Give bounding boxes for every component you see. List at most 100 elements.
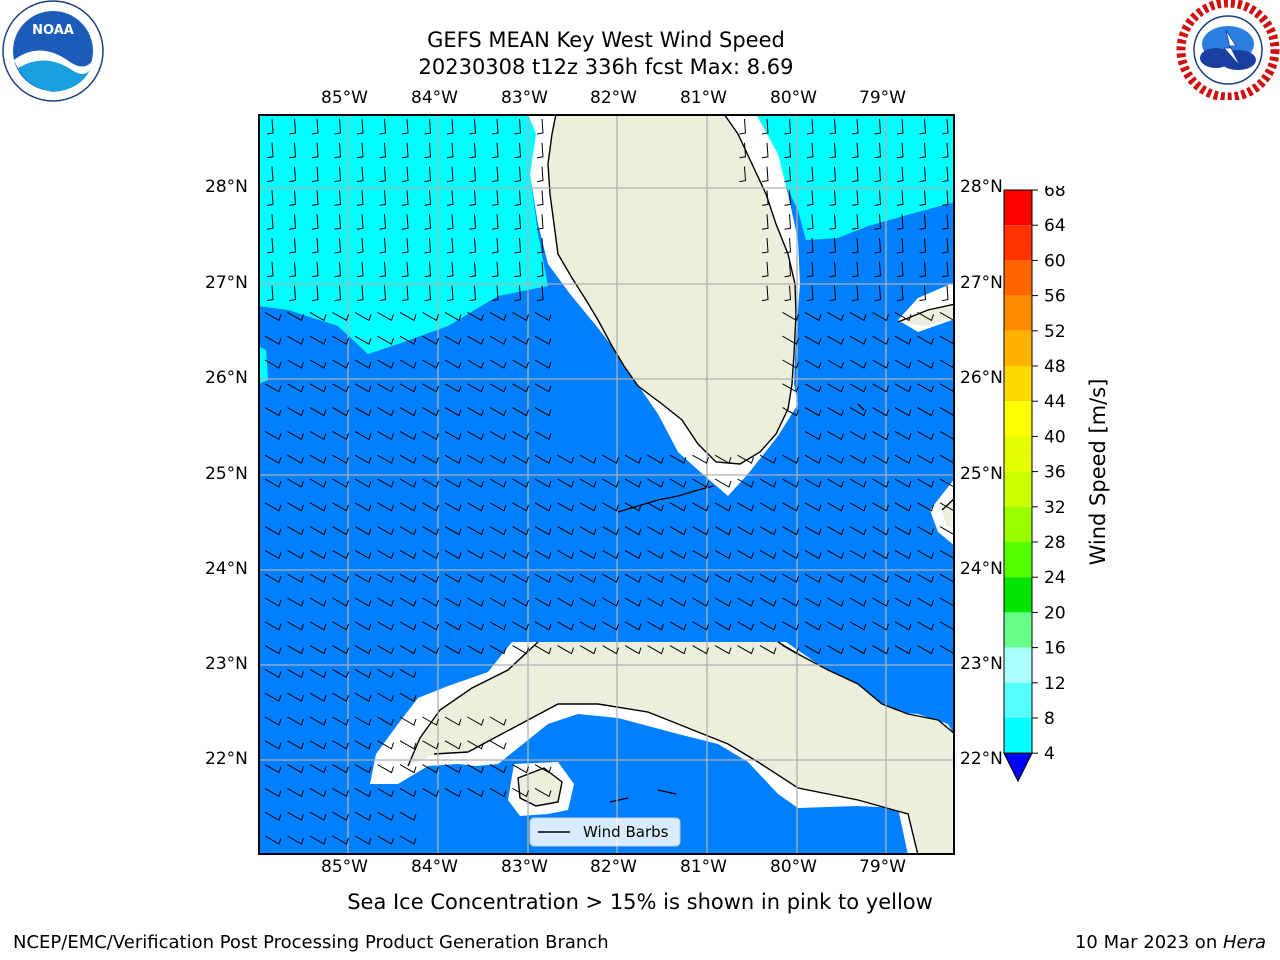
wind-barb — [647, 478, 664, 488]
wind-barb — [602, 526, 619, 536]
wind-barb — [579, 454, 597, 464]
colorbar: 68 64 60 56 52 48 44 40 36 32 28 24 20 16 12 8 4 — [1003, 186, 1066, 783]
colorbar-tick-label: 40 — [1044, 427, 1066, 447]
wind-barb — [602, 478, 619, 488]
wind-barb — [941, 261, 949, 278]
wind-barb — [334, 237, 342, 254]
wind-barb — [489, 787, 507, 798]
wind-barb — [512, 526, 529, 536]
wind-barb — [444, 454, 462, 464]
wind-barb — [354, 573, 372, 583]
wind-barb — [851, 237, 859, 254]
wind-barb — [514, 214, 522, 230]
wind-barb — [512, 621, 529, 631]
wind-barb — [311, 166, 319, 183]
wind-barb — [491, 214, 499, 230]
wind-barb — [647, 502, 664, 512]
wind-barb — [354, 716, 372, 726]
wind-barb — [446, 118, 454, 135]
wind-barb — [422, 645, 439, 655]
wind-barb — [489, 549, 507, 560]
wind-barb — [896, 142, 904, 159]
wind-barb — [874, 190, 882, 206]
wind-barb — [534, 645, 552, 655]
wind-barb — [849, 645, 867, 655]
wind-barb — [289, 285, 297, 302]
wind-barb — [514, 237, 522, 254]
wind-barb — [669, 645, 687, 655]
wind-barb — [399, 740, 417, 750]
chart-title-line-1: GEFS MEAN Key West Wind Speed — [427, 28, 785, 52]
wind-barb — [399, 335, 417, 345]
wind-barb — [287, 430, 304, 441]
wind-barb — [377, 549, 394, 560]
wind-barb — [309, 407, 327, 417]
wind-barb — [287, 573, 304, 583]
wind-barb — [399, 692, 417, 702]
land-isla-juventud — [518, 768, 562, 806]
wind-barb — [354, 692, 372, 702]
wind-barb — [827, 597, 844, 607]
wind-barb — [806, 142, 814, 159]
wind-barb — [917, 549, 934, 560]
wind-barb — [512, 787, 529, 798]
wind-barb — [422, 311, 439, 322]
wind-barb — [401, 118, 409, 135]
wind-barb — [827, 645, 844, 655]
lat-label-right: 28°N — [960, 177, 1003, 197]
wind-barb — [424, 166, 432, 183]
wind-barb — [806, 285, 814, 302]
wind-barb — [334, 166, 342, 183]
wind-barb — [489, 716, 507, 726]
wind-barb — [287, 692, 304, 702]
wind-barb — [289, 166, 297, 183]
lat-label-left: 26°N — [205, 368, 248, 388]
wind-barb — [514, 166, 522, 183]
wind-barb — [287, 621, 304, 631]
wind-barb — [264, 526, 282, 536]
wind-barb — [401, 237, 409, 254]
wind-barb — [536, 285, 544, 302]
wind-barb — [512, 502, 529, 512]
wind-barb — [467, 764, 484, 774]
wind-barb — [399, 787, 417, 798]
wind-barb — [759, 645, 777, 655]
wind-barb — [264, 621, 282, 631]
wind-barb — [309, 311, 327, 322]
wind-barb — [829, 190, 837, 206]
wind-barb — [557, 502, 574, 512]
wind-barb — [401, 261, 409, 278]
wind-barb — [264, 430, 282, 441]
wind-barb — [512, 407, 529, 417]
wind-barb — [872, 573, 889, 583]
wind-barb — [489, 597, 507, 607]
wind-barb — [332, 716, 349, 726]
wind-barb — [759, 454, 777, 464]
wind-barb — [264, 787, 282, 798]
wind-barb — [444, 764, 462, 774]
wind-barb — [377, 692, 394, 702]
wind-barb — [287, 359, 304, 369]
wind-barb — [422, 335, 439, 345]
wind-barb — [264, 811, 282, 821]
wind-barb — [759, 478, 777, 488]
wind-barb — [782, 383, 799, 393]
wind-barb — [647, 597, 664, 607]
wind-barb — [446, 261, 454, 278]
wind-barb — [354, 407, 372, 417]
wind-barb — [424, 190, 432, 206]
wind-barb — [379, 118, 387, 135]
wind-barb — [422, 502, 439, 512]
wind-barb — [444, 716, 462, 726]
wind-barb — [512, 478, 529, 488]
wind-barb — [894, 478, 912, 488]
colorbar-segment — [1004, 471, 1032, 507]
wind-barb — [491, 237, 499, 254]
wind-barb — [894, 359, 912, 369]
wind-barb — [467, 359, 484, 369]
wind-barb — [761, 166, 769, 183]
colorbar-segment — [1004, 612, 1032, 648]
wind-barb — [424, 285, 432, 302]
wind-barb — [354, 478, 372, 488]
wind-barb — [874, 261, 882, 278]
